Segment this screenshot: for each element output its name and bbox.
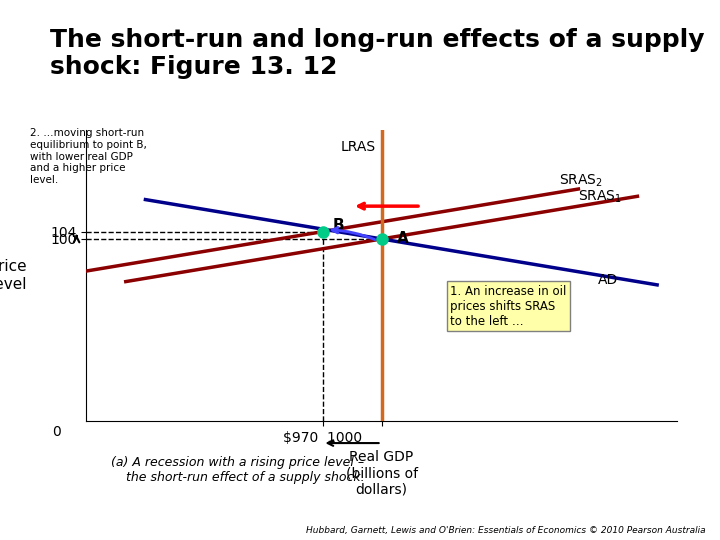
- Text: LRAS: LRAS: [341, 140, 376, 154]
- Text: (a) A recession with a rising price level –
    the short-run effect of a supply: (a) A recession with a rising price leve…: [110, 456, 365, 484]
- Text: Hubbard, Garnett, Lewis and O'Brien: Essentials of Economics © 2010 Pearson Aust: Hubbard, Garnett, Lewis and O'Brien: Ess…: [306, 525, 706, 535]
- Text: 1. An increase in oil
prices shifts SRAS
to the left …: 1. An increase in oil prices shifts SRAS…: [451, 285, 567, 328]
- X-axis label: Real GDP
(billions of
dollars): Real GDP (billions of dollars): [346, 450, 418, 497]
- Text: The short-run and long-run effects of a supply
shock: Figure 13. 12: The short-run and long-run effects of a …: [50, 28, 705, 79]
- Text: AD: AD: [598, 273, 618, 287]
- Text: B: B: [333, 218, 344, 233]
- Y-axis label: Price
level: Price level: [0, 259, 27, 292]
- Text: SRAS$_2$: SRAS$_2$: [559, 173, 603, 190]
- Text: 0: 0: [53, 425, 61, 439]
- Text: 2. …moving short-run
equilibrium to point B,
with lower real GDP
and a higher pr: 2. …moving short-run equilibrium to poin…: [30, 129, 146, 185]
- Text: SRAS$_1$: SRAS$_1$: [578, 188, 623, 205]
- Text: A: A: [397, 231, 409, 246]
